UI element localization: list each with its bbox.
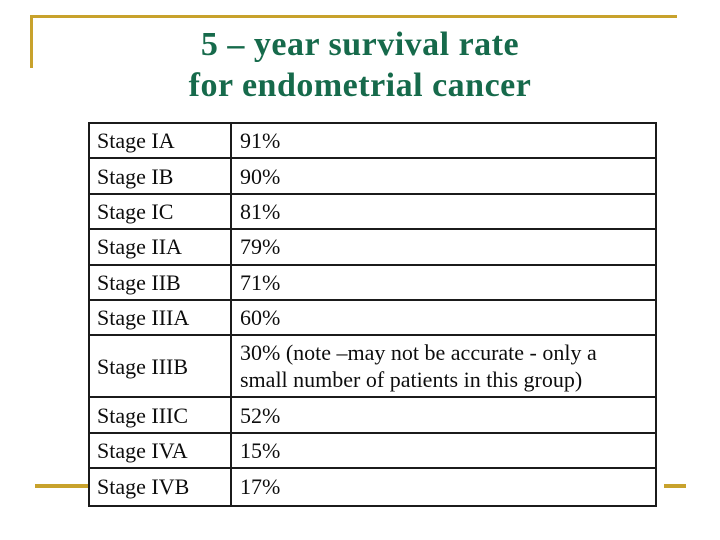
accent-line-bottom-right	[664, 484, 686, 488]
stage-cell: Stage IC	[90, 194, 232, 229]
rate-cell: 17%	[232, 470, 655, 503]
rate-text: 17%	[240, 474, 281, 500]
stage-cell: Stage IIIB	[90, 336, 232, 397]
slide-title-line1: 5 – year survival rate	[200, 26, 520, 63]
stage-cell: Stage IB	[90, 159, 232, 193]
slide-title: 5 – year survival rate for endometrial c…	[0, 24, 720, 106]
accent-line-left	[30, 15, 33, 68]
slide-title-line2: for endometrial cancer	[188, 67, 532, 104]
table-row: Stage IB 90%	[90, 159, 655, 195]
rate-text: 71%	[240, 269, 281, 295]
rate-text: 79%	[240, 234, 281, 260]
table-row: Stage IVA 15%	[90, 433, 655, 470]
table-row: Stage IVB 17%	[90, 469, 655, 505]
rate-text: 60%	[240, 305, 281, 331]
rate-cell: 52%	[232, 399, 655, 432]
rate-cell: 30% (note –may not be accurate - only a …	[232, 336, 655, 396]
rate-text: 15%	[240, 437, 281, 463]
rate-cell: 91%	[232, 124, 655, 157]
rate-cell: 79%	[232, 230, 655, 263]
table-row: Stage IA 91%	[90, 124, 655, 160]
rate-text: 52%	[240, 402, 281, 428]
table-row: Stage IIIB 30% (note –may not be accurat…	[90, 336, 655, 399]
rate-cell: 15%	[232, 434, 655, 467]
survival-table: Stage IA 91% Stage IB 90% Stage IC 81% S…	[88, 122, 657, 507]
rate-text: 91%	[240, 128, 281, 154]
table-row: Stage IIIA 60%	[90, 300, 655, 337]
rate-text: 90%	[240, 163, 281, 189]
table-row: Stage IIA 79%	[90, 230, 655, 266]
stage-cell: Stage IIIA	[90, 300, 232, 335]
rate-cell: 60%	[232, 301, 655, 334]
stage-cell: Stage IA	[90, 124, 232, 158]
rate-cell: 71%	[232, 266, 655, 299]
stage-cell: Stage IIA	[90, 230, 232, 264]
table-row: Stage IIIC 52%	[90, 398, 655, 434]
stage-cell: Stage IIB	[90, 265, 232, 299]
table-row: Stage IC 81%	[90, 194, 655, 231]
rate-cell: 81%	[232, 195, 655, 228]
accent-line-top	[30, 15, 677, 18]
rate-cell: 90%	[232, 160, 655, 193]
table-row: Stage IIB 71%	[90, 265, 655, 301]
stage-cell: Stage IVA	[90, 433, 232, 468]
accent-line-bottom-left	[35, 484, 90, 488]
rate-text: 81%	[240, 198, 281, 224]
rate-text: 30% (note –may not be accurate - only a …	[240, 340, 597, 393]
stage-cell: Stage IIIC	[90, 398, 232, 432]
stage-cell: Stage IVB	[90, 469, 232, 505]
